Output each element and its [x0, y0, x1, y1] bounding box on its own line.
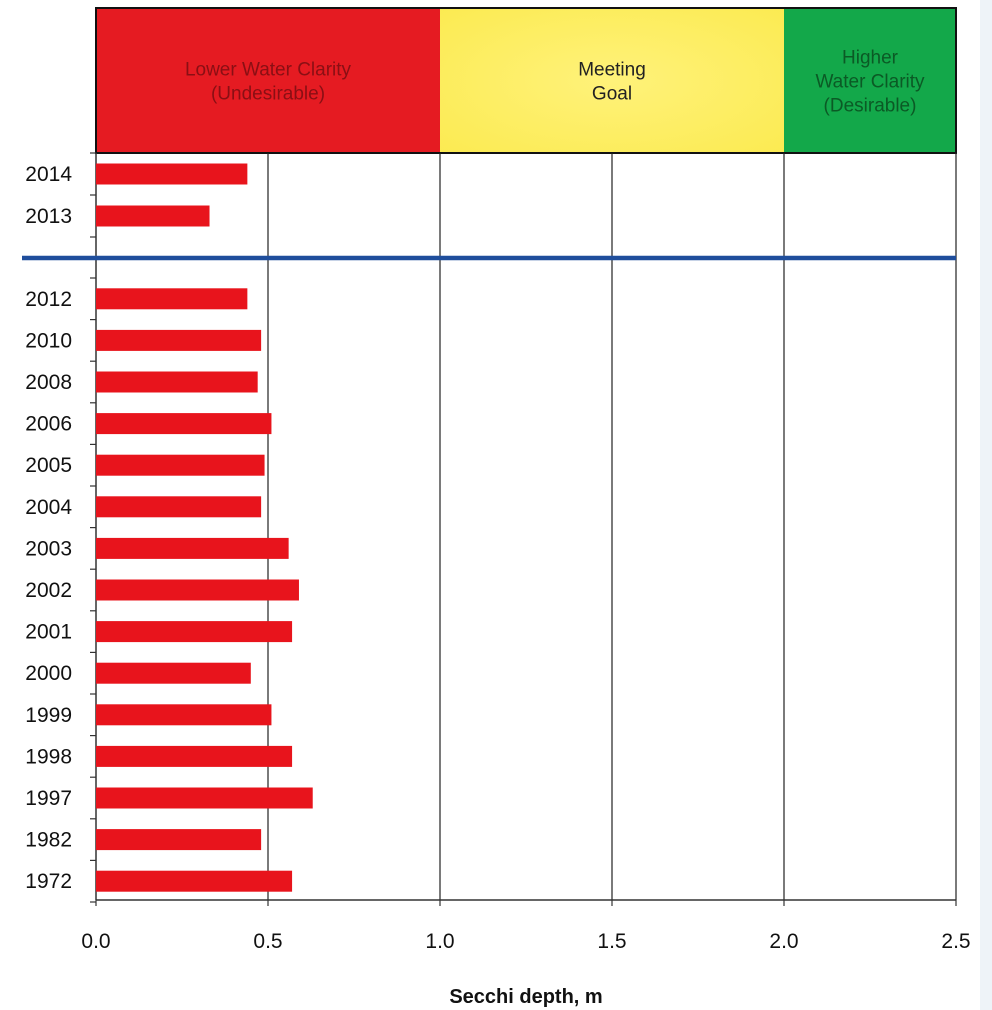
bar-2014 [96, 163, 248, 185]
band-meeting-glow [440, 8, 784, 153]
y-tick-label-1999: 1999 [25, 704, 72, 727]
band-label-higher: (Desirable) [824, 96, 917, 117]
band-header-outline [95, 7, 957, 154]
y-tick-label-2002: 2002 [25, 579, 72, 602]
y-tick-label-1972: 1972 [25, 870, 72, 893]
y-tick-label-2010: 2010 [25, 329, 72, 352]
x-tick-label-2.0: 2.0 [769, 930, 798, 953]
x-tick-label-1.5: 1.5 [597, 930, 626, 953]
x-tick-label-2.5: 2.5 [941, 930, 970, 953]
y-tick-label-2008: 2008 [25, 371, 72, 394]
bar-2002 [96, 579, 299, 601]
band-label-lower: (Undesirable) [211, 84, 325, 105]
bar-2001 [96, 621, 293, 643]
y-tick-label-2001: 2001 [25, 621, 72, 644]
y-tick-label-2000: 2000 [25, 662, 72, 685]
bar-2005 [96, 454, 265, 476]
bar-2012 [96, 288, 248, 310]
bar-1999 [96, 704, 272, 726]
band-lower [96, 8, 440, 153]
band-label-higher: Water Clarity [815, 72, 925, 93]
bar-2008 [96, 371, 258, 393]
x-tick-label-0.5: 0.5 [253, 930, 282, 953]
band-label-meeting: Meeting [578, 60, 646, 81]
y-tick-label-2003: 2003 [25, 537, 72, 560]
bar-1998 [96, 745, 293, 767]
bar-2004 [96, 496, 262, 518]
band-higher [784, 8, 956, 153]
x-axis-title: Secchi depth, m [449, 986, 602, 1008]
y-tick-label-2013: 2013 [25, 205, 72, 228]
bar-2000 [96, 662, 251, 684]
band-label-higher: Higher [842, 48, 899, 69]
bar-1982 [96, 829, 262, 851]
band-label-lower: Lower Water Clarity [185, 60, 352, 81]
bar-2006 [96, 413, 272, 435]
x-tick-label-1.0: 1.0 [425, 930, 454, 953]
y-tick-label-2014: 2014 [25, 163, 72, 186]
band-label-meeting: Goal [592, 84, 632, 105]
y-tick-label-2004: 2004 [25, 496, 72, 519]
y-tick-label-2006: 2006 [25, 413, 72, 436]
y-tick-label-1998: 1998 [25, 745, 72, 768]
bar-2013 [96, 205, 210, 227]
y-tick-label-2005: 2005 [25, 454, 72, 477]
y-tick-label-1982: 1982 [25, 829, 72, 852]
bar-2010 [96, 329, 262, 351]
y-tick-label-2012: 2012 [25, 288, 72, 311]
y-tick-label-1997: 1997 [25, 787, 72, 810]
bar-1972 [96, 870, 293, 892]
x-tick-label-0.0: 0.0 [81, 930, 110, 953]
bar-2003 [96, 537, 289, 559]
bar-1997 [96, 787, 313, 809]
